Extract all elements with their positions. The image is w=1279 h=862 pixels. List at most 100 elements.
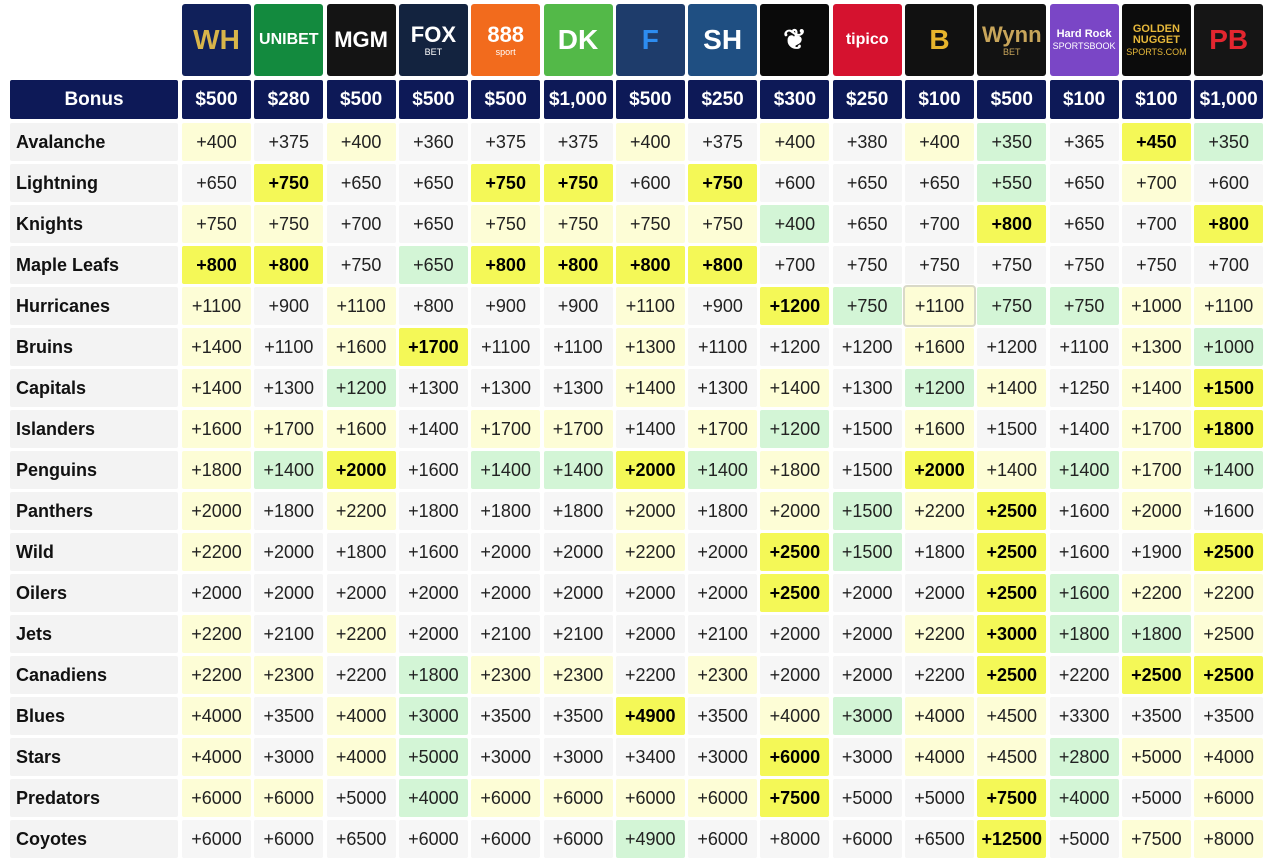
odds-cell[interactable]: +1600 xyxy=(1049,492,1119,530)
odds-cell[interactable]: +800 xyxy=(615,246,685,284)
odds-cell[interactable]: +1300 xyxy=(688,369,758,407)
odds-cell[interactable]: +750 xyxy=(832,246,902,284)
odds-cell[interactable]: +7500 xyxy=(760,779,830,817)
odds-cell[interactable]: +1300 xyxy=(543,369,613,407)
odds-cell[interactable]: +1800 xyxy=(1121,615,1191,653)
odds-cell[interactable]: +4000 xyxy=(182,738,251,776)
odds-cell[interactable]: +400 xyxy=(182,123,251,161)
odds-cell[interactable]: +350 xyxy=(977,123,1047,161)
odds-cell[interactable]: +4900 xyxy=(615,697,685,735)
bonus-value-fanduel[interactable]: $500 xyxy=(615,80,685,119)
odds-cell[interactable]: +1700 xyxy=(1121,451,1191,489)
odds-cell[interactable]: +1600 xyxy=(326,328,396,366)
odds-cell[interactable]: +2500 xyxy=(977,656,1047,694)
odds-cell[interactable]: +2500 xyxy=(1194,533,1264,571)
odds-cell[interactable]: +650 xyxy=(905,164,974,202)
odds-cell[interactable]: +700 xyxy=(760,246,830,284)
bonus-value-golden-nugget[interactable]: $100 xyxy=(1121,80,1191,119)
odds-cell[interactable]: +1300 xyxy=(254,369,324,407)
odds-cell[interactable]: +1800 xyxy=(398,492,468,530)
odds-cell[interactable]: +2000 xyxy=(832,574,902,612)
odds-cell[interactable]: +2000 xyxy=(543,533,613,571)
odds-cell[interactable]: +650 xyxy=(398,164,468,202)
fox-bet-logo[interactable]: FOX BET xyxy=(398,4,468,76)
odds-cell[interactable]: +750 xyxy=(1049,287,1119,325)
odds-cell[interactable]: +2800 xyxy=(1049,738,1119,776)
odds-cell[interactable]: +2000 xyxy=(543,574,613,612)
odds-cell[interactable]: +700 xyxy=(1121,164,1191,202)
odds-cell[interactable]: +2100 xyxy=(543,615,613,653)
odds-cell[interactable]: +2000 xyxy=(760,615,830,653)
bonus-value-pointsbet[interactable]: $1,000 xyxy=(1194,80,1264,119)
odds-cell[interactable]: +1400 xyxy=(977,451,1047,489)
odds-cell[interactable]: +1400 xyxy=(182,369,251,407)
odds-cell[interactable]: +6000 xyxy=(398,820,468,858)
odds-cell[interactable]: +2100 xyxy=(254,615,324,653)
odds-cell[interactable]: +2000 xyxy=(688,574,758,612)
odds-cell[interactable]: +2200 xyxy=(905,492,974,530)
odds-cell[interactable]: +4000 xyxy=(326,697,396,735)
odds-cell[interactable]: +800 xyxy=(182,246,251,284)
bonus-value-wynn-bet[interactable]: $500 xyxy=(977,80,1047,119)
bonus-value-hard-rock[interactable]: $100 xyxy=(1049,80,1119,119)
odds-cell[interactable]: +3400 xyxy=(615,738,685,776)
odds-cell[interactable]: +400 xyxy=(326,123,396,161)
odds-cell[interactable]: +1600 xyxy=(1049,533,1119,571)
odds-cell[interactable]: +7500 xyxy=(1121,820,1191,858)
odds-cell[interactable]: +2100 xyxy=(688,615,758,653)
odds-cell[interactable]: +2200 xyxy=(615,656,685,694)
odds-cell[interactable]: +1100 xyxy=(903,285,976,327)
odds-cell[interactable]: +1400 xyxy=(1194,451,1264,489)
odds-cell[interactable]: +2500 xyxy=(977,574,1047,612)
odds-cell[interactable]: +2000 xyxy=(615,615,685,653)
odds-cell[interactable]: +4500 xyxy=(977,738,1047,776)
odds-cell[interactable]: +1400 xyxy=(1049,451,1119,489)
odds-cell[interactable]: +1600 xyxy=(905,410,974,448)
odds-cell[interactable]: +1100 xyxy=(1049,328,1119,366)
odds-cell[interactable]: +2000 xyxy=(182,492,251,530)
odds-cell[interactable]: +1500 xyxy=(832,451,902,489)
odds-cell[interactable]: +1400 xyxy=(760,369,830,407)
odds-cell[interactable]: +1300 xyxy=(615,328,685,366)
odds-cell[interactable]: +1500 xyxy=(832,533,902,571)
odds-cell[interactable]: +6000 xyxy=(543,820,613,858)
odds-cell[interactable]: +1800 xyxy=(543,492,613,530)
odds-cell[interactable]: +650 xyxy=(326,164,396,202)
odds-cell[interactable]: +6000 xyxy=(760,738,830,776)
odds-cell[interactable]: +2000 xyxy=(471,574,541,612)
odds-cell[interactable]: +7500 xyxy=(977,779,1047,817)
bonus-value-draftkings[interactable]: $1,000 xyxy=(543,80,613,119)
odds-cell[interactable]: +5000 xyxy=(1121,779,1191,817)
odds-cell[interactable]: +2000 xyxy=(832,615,902,653)
odds-cell[interactable]: +1400 xyxy=(543,451,613,489)
odds-cell[interactable]: +6000 xyxy=(615,779,685,817)
odds-cell[interactable]: +1100 xyxy=(1194,287,1264,325)
odds-cell[interactable]: +2200 xyxy=(905,656,974,694)
odds-cell[interactable]: +2000 xyxy=(615,574,685,612)
odds-cell[interactable]: +2500 xyxy=(1194,615,1264,653)
odds-cell[interactable]: +3000 xyxy=(254,738,324,776)
bonus-value-caesars[interactable]: $300 xyxy=(760,80,830,119)
odds-cell[interactable]: +3000 xyxy=(832,697,902,735)
mgm-logo[interactable]: MGM xyxy=(326,4,396,76)
odds-cell[interactable]: +5000 xyxy=(832,779,902,817)
odds-cell[interactable]: +1000 xyxy=(1121,287,1191,325)
odds-cell[interactable]: +1700 xyxy=(254,410,324,448)
pointsbet-logo[interactable]: PB xyxy=(1194,4,1264,76)
odds-cell[interactable]: +750 xyxy=(543,164,613,202)
odds-cell[interactable]: +900 xyxy=(471,287,541,325)
odds-cell[interactable]: +1600 xyxy=(182,410,251,448)
odds-cell[interactable]: +4000 xyxy=(760,697,830,735)
odds-cell[interactable]: +3000 xyxy=(398,697,468,735)
bonus-value-william-hill[interactable]: $500 xyxy=(182,80,251,119)
odds-cell[interactable]: +2200 xyxy=(182,615,251,653)
odds-cell[interactable]: +550 xyxy=(977,164,1047,202)
odds-cell[interactable]: +4000 xyxy=(1049,779,1119,817)
odds-cell[interactable]: +375 xyxy=(471,123,541,161)
odds-cell[interactable]: +6000 xyxy=(471,779,541,817)
odds-cell[interactable]: +750 xyxy=(905,246,974,284)
odds-cell[interactable]: +2200 xyxy=(326,492,396,530)
odds-cell[interactable]: +2200 xyxy=(1049,656,1119,694)
888-sport-logo[interactable]: 888 sport xyxy=(471,4,541,76)
odds-cell[interactable]: +650 xyxy=(1049,205,1119,243)
